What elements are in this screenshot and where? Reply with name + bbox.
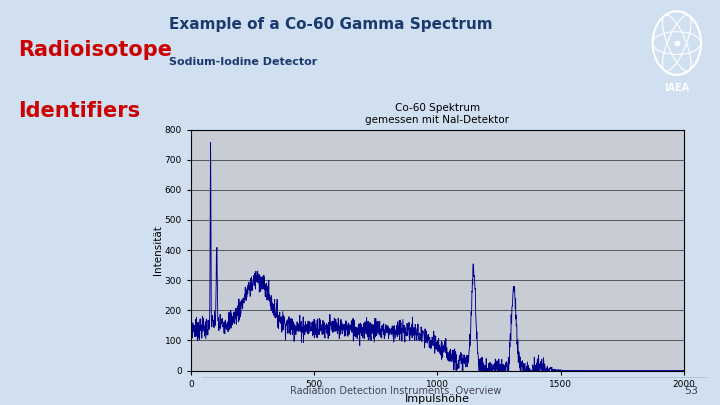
Text: Identifiers: Identifiers [19,101,140,121]
Y-axis label: Intensität: Intensität [153,225,163,275]
Title: Co-60 Spektrum
gemessen mit NaI-Detektor: Co-60 Spektrum gemessen mit NaI-Detektor [365,103,510,125]
Text: Radiation Detection Instruments  Overview: Radiation Detection Instruments Overview [290,386,502,396]
X-axis label: Impulshöhe: Impulshöhe [405,394,470,404]
Text: Radioisotope: Radioisotope [19,40,173,60]
Text: IAEA: IAEA [665,83,689,94]
Text: Example of a Co-60 Gamma Spectrum: Example of a Co-60 Gamma Spectrum [169,17,493,32]
Text: 53: 53 [685,386,698,396]
Text: Sodium-Iodine Detector: Sodium-Iodine Detector [169,57,318,67]
